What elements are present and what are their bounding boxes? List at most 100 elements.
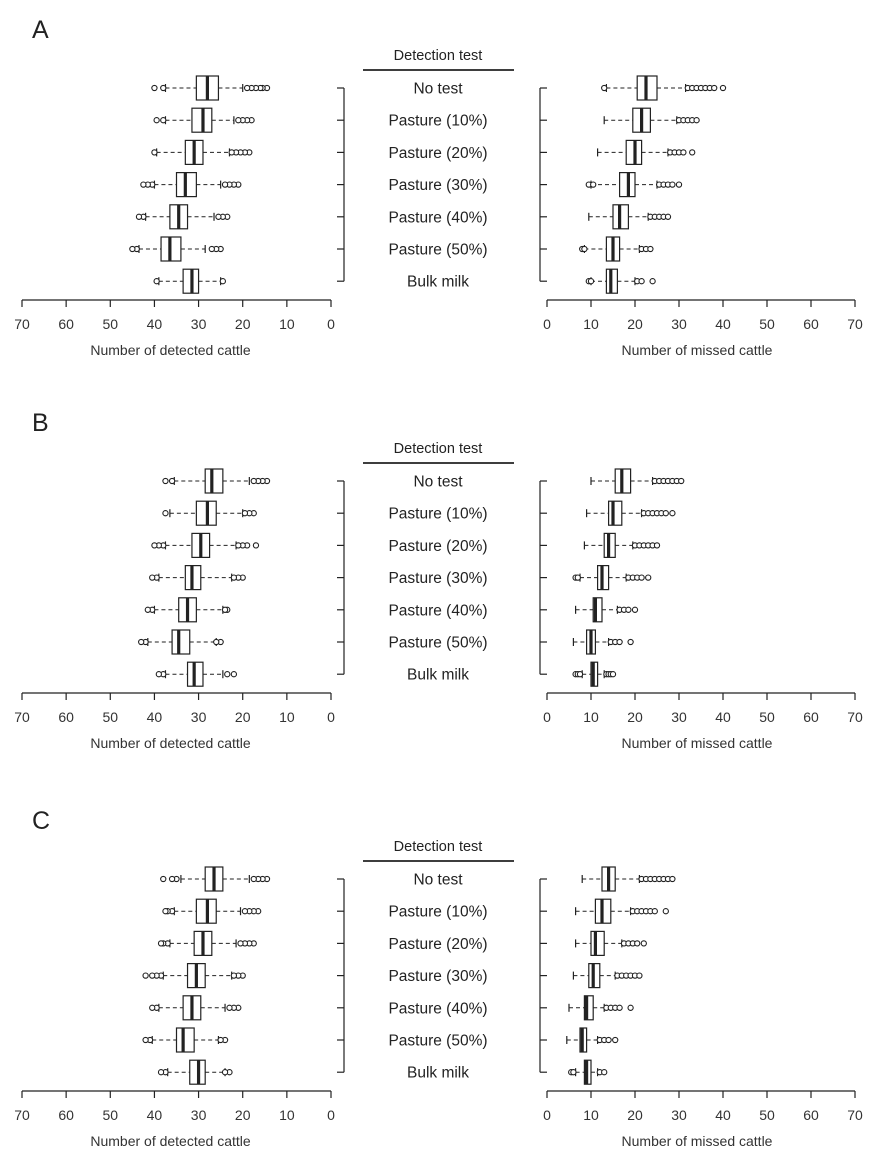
category-label: Pasture (10%): [388, 506, 487, 523]
right-axis-title: Number of missed cattle: [622, 342, 773, 358]
category-label: Pasture (40%): [388, 602, 487, 619]
outlier-point: [587, 278, 595, 285]
outlier-point: [149, 574, 156, 581]
outlier-point: [605, 1036, 612, 1044]
detected-box: [138, 629, 224, 655]
tick-label: 20: [235, 1107, 251, 1123]
category-label: Pasture (30%): [388, 177, 487, 194]
left-x-axis: 70 60 50 40 30 20 10 0 Number of detected cattle: [14, 1090, 335, 1149]
tick-label: 0: [327, 1107, 335, 1123]
right-axis-title: Number of missed cattle: [622, 1133, 773, 1149]
outlier-point: [638, 278, 645, 285]
tick-label: 70: [14, 1107, 30, 1123]
category-label: Pasture (20%): [388, 145, 487, 162]
missed-box: [581, 866, 676, 892]
left-axis-title: Number of detected cattle: [90, 735, 251, 751]
outlier-point: [250, 477, 257, 485]
missed-box: [590, 468, 685, 494]
missed-box: [585, 268, 656, 294]
outlier-point: [162, 908, 169, 915]
tick-label: 10: [583, 709, 599, 725]
tick-label: 50: [102, 709, 118, 725]
outlier-point: [693, 117, 700, 124]
detected-box: [157, 1059, 233, 1085]
outlier-point: [224, 671, 231, 678]
detected-box: [157, 930, 257, 956]
category-label: No test: [413, 81, 463, 98]
detected-box: [142, 1027, 229, 1053]
detected-box: [155, 661, 238, 687]
outlier-point: [138, 638, 145, 646]
tick-label: 20: [627, 709, 643, 725]
outlier-point: [634, 940, 641, 947]
left-category-axis: [337, 878, 345, 1073]
left-axis-title: Number of detected cattle: [90, 342, 251, 358]
outlier-point: [135, 213, 143, 220]
right-axis-title: Number of missed cattle: [622, 735, 773, 751]
outlier-point: [590, 181, 597, 188]
detected-box: [151, 139, 253, 165]
outlier-point: [627, 638, 634, 646]
outlier-point: [221, 606, 229, 613]
outlier-point: [252, 542, 260, 549]
box: [607, 500, 623, 526]
tick-label: 50: [759, 316, 775, 332]
tick-label: 60: [803, 1107, 819, 1123]
tick-label: 70: [847, 709, 863, 725]
category-label: Pasture (30%): [388, 968, 487, 985]
outlier-point: [228, 149, 235, 156]
detected-box: [153, 268, 226, 294]
tick-label: 0: [327, 709, 335, 725]
tick-label: 10: [279, 316, 295, 332]
tick-label: 70: [14, 709, 30, 725]
outlier-point: [160, 875, 167, 883]
missed-box: [579, 236, 654, 262]
detected-box: [135, 204, 231, 230]
missed-box: [574, 930, 647, 956]
outlier-point: [576, 671, 584, 678]
outlier-point: [689, 149, 696, 156]
outlier-point: [215, 213, 222, 220]
tick-label: 40: [715, 709, 731, 725]
missed-box: [574, 597, 639, 623]
panel-c: C Detection test No test Pasture (10%) Pastu…: [14, 807, 863, 1149]
tick-label: 40: [147, 1107, 163, 1123]
box: [583, 995, 594, 1021]
detection-test-header: Detection test: [394, 48, 483, 64]
missed-box: [585, 500, 676, 526]
category-label: Bulk milk: [407, 274, 469, 291]
outlier-point: [129, 245, 136, 253]
outlier-point: [160, 117, 167, 124]
tick-label: 60: [58, 709, 74, 725]
category-label: Pasture (50%): [388, 242, 487, 259]
missed-box: [568, 1059, 608, 1085]
outlier-point: [151, 84, 158, 92]
outlier-point: [230, 972, 238, 979]
tick-label: 20: [627, 316, 643, 332]
outlier-point: [149, 972, 156, 979]
outlier-point: [168, 875, 176, 883]
right-category-axis: [539, 87, 547, 282]
tick-label: 50: [102, 1107, 118, 1123]
tick-label: 0: [543, 709, 551, 725]
detected-box: [142, 963, 246, 989]
outlier-point: [157, 1069, 165, 1076]
tick-label: 40: [147, 709, 163, 725]
tick-label: 20: [235, 709, 251, 725]
outlier-point: [160, 84, 167, 92]
tick-label: 0: [543, 1107, 551, 1123]
tick-label: 30: [191, 709, 207, 725]
tick-label: 60: [58, 1107, 74, 1123]
right-x-axis: 0 10 20 30 40 50 60 70 Number of missed cattle: [543, 299, 863, 358]
missed-box: [572, 629, 634, 655]
outlier-point: [612, 1036, 619, 1044]
outlier-point: [213, 638, 220, 646]
tick-label: 10: [279, 1107, 295, 1123]
tick-label: 10: [583, 316, 599, 332]
outlier-point: [142, 972, 149, 979]
outlier-point: [636, 972, 643, 979]
missed-box: [601, 75, 727, 101]
category-label: Pasture (50%): [388, 1033, 487, 1050]
outlier-point: [162, 510, 169, 517]
outlier-point: [669, 875, 676, 883]
